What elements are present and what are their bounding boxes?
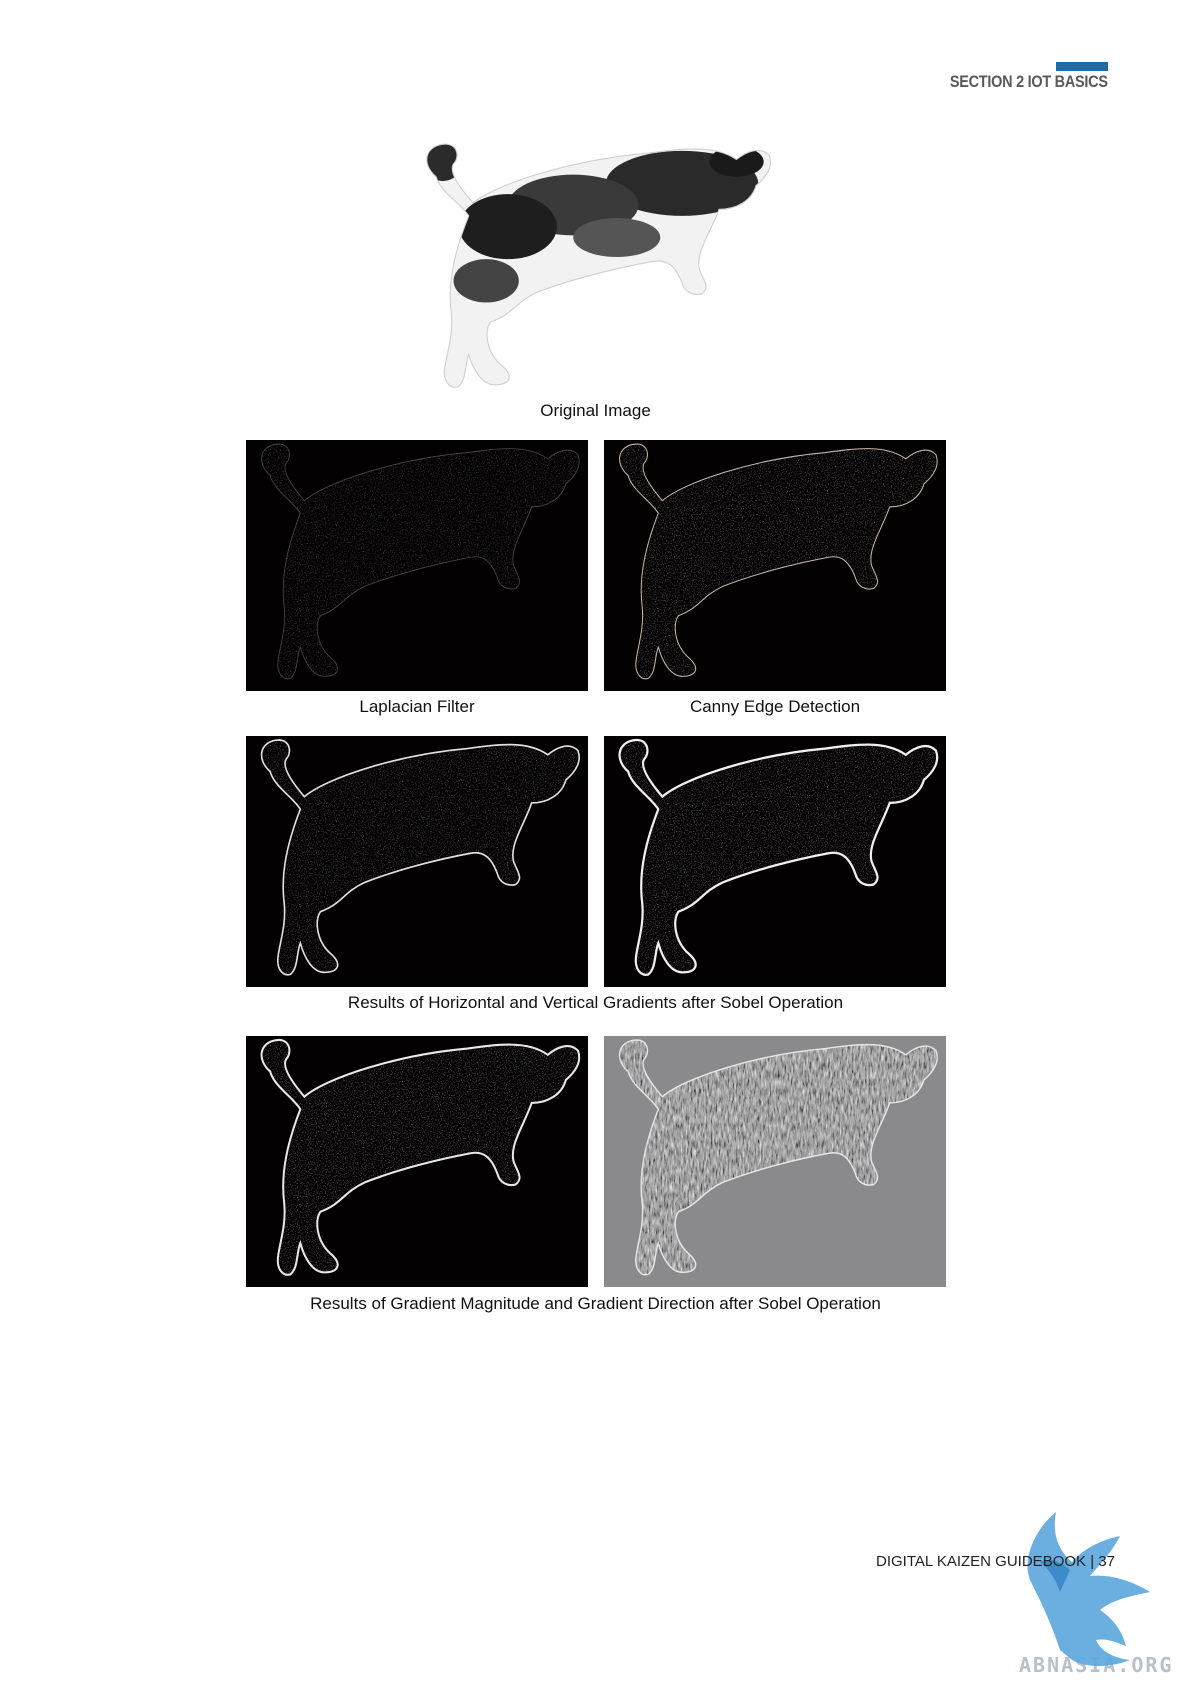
- original-image-caption: Original Image: [540, 401, 651, 420]
- sobel-horizontal-gradient-image: [246, 736, 588, 987]
- laplacian-filter-image: [246, 440, 588, 691]
- sobel-gradient-direction-image: [604, 1036, 946, 1287]
- laplacian-caption: Laplacian Filter: [359, 697, 475, 716]
- footer-page-label: DIGITAL KAIZEN GUIDEBOOK | 37: [876, 1553, 1115, 1570]
- canny-caption: Canny Edge Detection: [689, 697, 861, 716]
- sobel-vertical-gradient-image: [604, 736, 946, 987]
- sobel-gradient-magnitude-image: [246, 1036, 588, 1287]
- sobel-hv-caption: Results of Horizontal and Vertical Gradi…: [347, 993, 844, 1012]
- original-cat-photo: [410, 140, 780, 400]
- griffin-logo-icon: [1000, 1500, 1191, 1684]
- section-label: SECTION 2 IOT BASICS: [950, 72, 1108, 91]
- canny-edge-image: [604, 440, 946, 691]
- sobel-md-caption: Results of Gradient Magnitude and Gradie…: [310, 1294, 881, 1313]
- section-accent-bar: [1056, 62, 1108, 71]
